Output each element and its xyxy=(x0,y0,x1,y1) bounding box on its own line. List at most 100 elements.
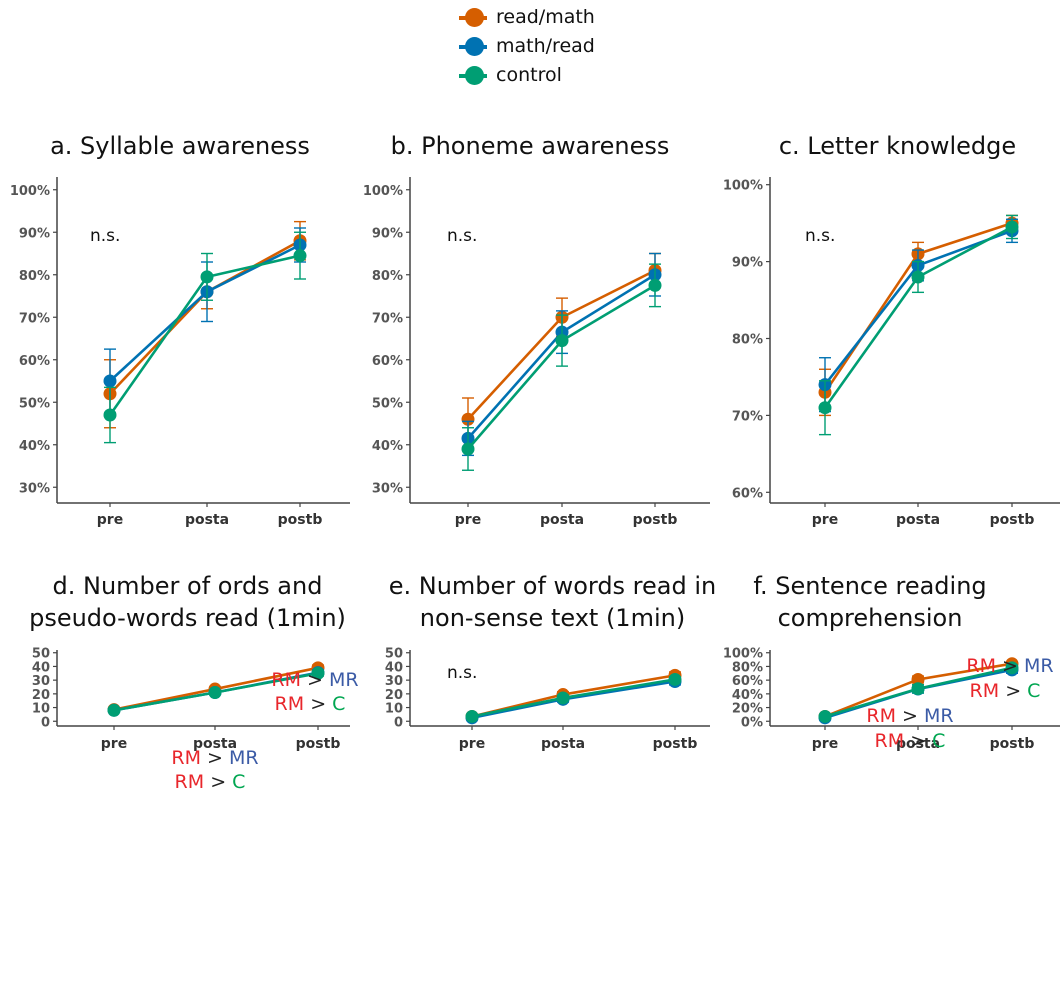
y-tick-label: 50% xyxy=(19,396,50,411)
x-tick-label: pre xyxy=(455,512,481,528)
y-tick-label: 100% xyxy=(723,647,763,662)
data-point xyxy=(103,374,117,388)
comparison-part: MR xyxy=(924,705,954,727)
comparison-part: RM xyxy=(275,693,305,715)
series-control xyxy=(107,666,325,717)
data-point xyxy=(648,278,662,292)
comparison-part: > xyxy=(201,747,229,769)
data-point xyxy=(461,412,475,426)
comparison-part: > xyxy=(204,771,232,793)
comparison-part: MR xyxy=(1024,655,1054,677)
data-point xyxy=(1005,220,1019,234)
y-tick-label: 90% xyxy=(732,256,763,271)
series-math-read xyxy=(465,675,682,725)
comparison-part: > xyxy=(996,655,1024,677)
y-tick-label: 30% xyxy=(19,481,50,496)
comparison-part: RM xyxy=(970,680,1000,702)
comparison-annotation: RM > MR xyxy=(271,669,358,691)
panel-title-e: e. Number of words read in non-sense tex… xyxy=(388,572,717,632)
y-tick-label: 70% xyxy=(372,311,403,326)
y-tick-label: 20 xyxy=(385,688,403,703)
comparison-part: RM xyxy=(175,771,205,793)
y-tick-label: 60% xyxy=(372,354,403,369)
y-tick-label: 50 xyxy=(385,647,403,662)
data-point xyxy=(311,666,325,680)
x-tick-label: posta xyxy=(540,512,584,528)
series-line xyxy=(109,243,301,382)
data-point xyxy=(911,682,925,696)
series-line xyxy=(109,239,301,395)
data-point xyxy=(103,408,117,422)
significance-note: n.s. xyxy=(805,226,835,246)
x-tick-label: posta xyxy=(541,736,585,752)
comparison-annotation: RM > C xyxy=(970,680,1041,702)
y-tick-label: 0 xyxy=(41,715,50,730)
series-math-read xyxy=(103,227,307,414)
y-tick-label: 90% xyxy=(372,226,403,241)
series-control xyxy=(818,214,1019,436)
y-tick-label: 70% xyxy=(19,311,50,326)
x-tick-label: posta xyxy=(896,512,940,528)
comparison-part: > xyxy=(904,730,932,752)
y-tick-label: 40% xyxy=(372,439,403,454)
legend-swatch-dot xyxy=(465,37,484,56)
y-tick-label: 10 xyxy=(32,702,50,717)
series-control xyxy=(103,231,307,444)
y-tick-label: 20% xyxy=(732,702,763,717)
comparison-annotation: RM > MR xyxy=(171,747,258,769)
data-point xyxy=(668,672,682,686)
comparison-part: C xyxy=(332,693,345,715)
y-tick-label: 40% xyxy=(732,688,763,703)
comparison-part: MR xyxy=(229,747,259,769)
y-tick-label: 30 xyxy=(32,674,50,689)
y-tick-label: 80% xyxy=(732,333,763,348)
comparison-part: > xyxy=(896,705,924,727)
series-control xyxy=(818,661,1019,723)
y-tick-label: 30% xyxy=(372,481,403,496)
x-tick-label: postb xyxy=(990,736,1035,752)
y-tick-label: 80% xyxy=(732,660,763,675)
series-control xyxy=(465,672,682,723)
y-tick-label: 80% xyxy=(19,269,50,284)
x-tick-label: posta xyxy=(193,736,237,752)
x-tick-label: pre xyxy=(812,736,838,752)
plot-panel-b: 30% 40% 50% 60% 70% 80% 90% 100% pre posta postb n.… xyxy=(363,177,710,528)
data-point xyxy=(461,442,475,456)
data-point xyxy=(465,709,479,723)
x-tick-label: pre xyxy=(97,512,123,528)
y-tick-label: 60% xyxy=(732,674,763,689)
data-point xyxy=(556,691,570,705)
significance-note: n.s. xyxy=(447,226,477,246)
series-read-math xyxy=(818,214,1019,417)
data-point xyxy=(208,685,222,699)
y-tick-label: 20 xyxy=(32,688,50,703)
y-tick-label: 30 xyxy=(385,674,403,689)
comparison-part: > xyxy=(999,680,1027,702)
comparison-part: RM xyxy=(171,747,201,769)
comparison-annotation: RM > MR xyxy=(866,705,953,727)
data-point xyxy=(911,672,925,686)
y-tick-label: 70% xyxy=(732,409,763,424)
panel-title-d: d. Number of ords and pseudo-words read … xyxy=(29,572,346,632)
x-tick-label: postb xyxy=(296,736,341,752)
panel-title-b: b. Phoneme awareness xyxy=(390,132,670,160)
panel-title-a: a. Syllable awareness xyxy=(50,132,310,160)
data-point xyxy=(200,270,214,284)
data-point xyxy=(818,401,832,415)
y-tick-label: 60% xyxy=(19,354,50,369)
legend-label: math/read xyxy=(496,35,595,57)
legend-label: read/math xyxy=(496,6,595,28)
panel-title-f: f. Sentence reading comprehension xyxy=(753,572,987,632)
x-tick-label: pre xyxy=(459,736,485,752)
panel-title-c: c. Letter knowledge xyxy=(778,132,1017,160)
comparison-annotation: RM > C xyxy=(275,693,346,715)
y-tick-label: 100% xyxy=(10,184,50,199)
significance-note: n.s. xyxy=(90,226,120,246)
comparison-part: RM xyxy=(966,655,996,677)
y-tick-label: 40 xyxy=(32,660,50,675)
y-tick-label: 40 xyxy=(385,660,403,675)
y-tick-label: 60% xyxy=(732,486,763,501)
